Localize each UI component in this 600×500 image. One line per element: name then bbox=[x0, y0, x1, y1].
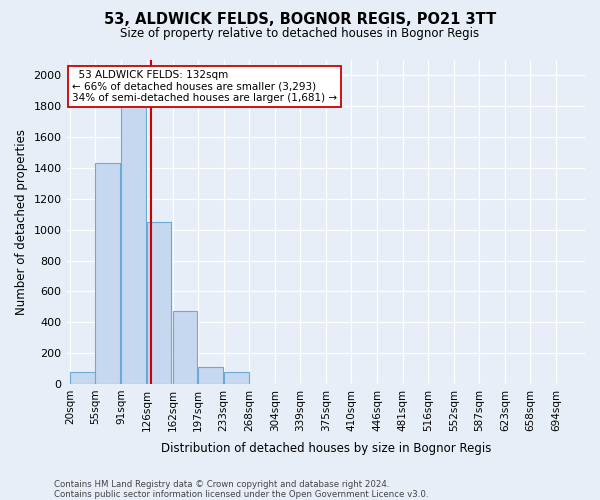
Bar bbox=[95, 164, 120, 384]
Text: 53 ALDWICK FELDS: 132sqm
← 66% of detached houses are smaller (3,293)
34% of sem: 53 ALDWICK FELDS: 132sqm ← 66% of detach… bbox=[72, 70, 337, 103]
Bar bbox=[70, 372, 95, 384]
Bar bbox=[173, 312, 197, 384]
Text: Size of property relative to detached houses in Bognor Regis: Size of property relative to detached ho… bbox=[121, 28, 479, 40]
Text: 53, ALDWICK FELDS, BOGNOR REGIS, PO21 3TT: 53, ALDWICK FELDS, BOGNOR REGIS, PO21 3T… bbox=[104, 12, 496, 28]
Bar bbox=[146, 222, 172, 384]
Bar bbox=[224, 372, 248, 384]
Bar bbox=[198, 367, 223, 384]
X-axis label: Distribution of detached houses by size in Bognor Regis: Distribution of detached houses by size … bbox=[161, 442, 491, 455]
Text: Contains public sector information licensed under the Open Government Licence v3: Contains public sector information licen… bbox=[54, 490, 428, 499]
Bar bbox=[121, 106, 146, 384]
Text: Contains HM Land Registry data © Crown copyright and database right 2024.: Contains HM Land Registry data © Crown c… bbox=[54, 480, 389, 489]
Y-axis label: Number of detached properties: Number of detached properties bbox=[15, 129, 28, 315]
